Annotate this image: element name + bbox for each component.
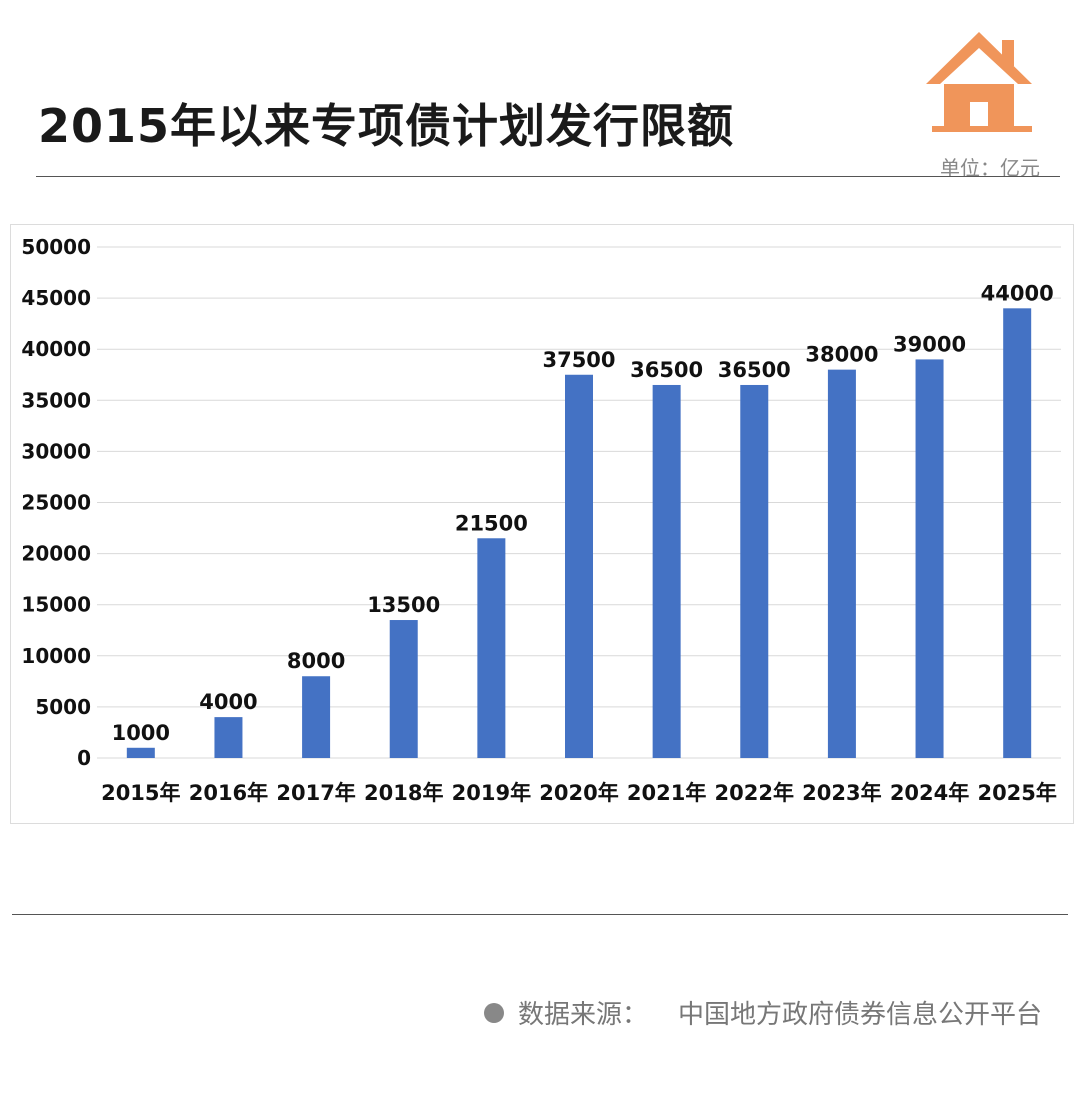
- data-label: 39000: [893, 332, 966, 356]
- bar: [126, 747, 155, 758]
- y-tick-label: 0: [77, 746, 91, 770]
- bar: [827, 369, 856, 758]
- data-label: 37500: [542, 348, 615, 372]
- data-label: 8000: [287, 649, 345, 673]
- y-tick-label: 20000: [21, 542, 91, 566]
- house-icon: [926, 32, 1032, 132]
- page-title: 2015年以来专项债计划发行限额: [38, 99, 735, 153]
- data-label: 44000: [981, 281, 1054, 305]
- data-label: 21500: [455, 511, 528, 535]
- x-tick-label: 2020年: [539, 781, 618, 805]
- data-label: 36500: [630, 358, 703, 382]
- bar-chart: 0 5000 10000 15000 20000 25000 30000 35000 40000…: [21, 235, 1061, 805]
- y-tick-label: 5000: [35, 695, 91, 719]
- footer-divider: [12, 914, 1068, 915]
- source-label: 数据来源：: [517, 1000, 648, 1030]
- bar: [389, 620, 418, 758]
- x-tick-label: 2021年: [627, 781, 706, 805]
- y-tick-label: 15000: [21, 593, 91, 617]
- bar: [652, 384, 681, 758]
- source-value: 中国地方政府债券信息公开平台: [677, 1000, 1042, 1030]
- bullet-dot-icon: [483, 1002, 504, 1023]
- bar: [915, 359, 944, 758]
- data-label: 38000: [805, 343, 878, 367]
- bar: [214, 717, 243, 758]
- y-tick-label: 45000: [21, 286, 91, 310]
- y-tick-label: 40000: [21, 337, 91, 361]
- x-tick-label: 2019年: [452, 781, 531, 805]
- x-tick-label: 2017年: [276, 781, 355, 805]
- x-tick-label: 2023年: [802, 781, 881, 805]
- x-tick-label: 2025年: [977, 781, 1056, 805]
- y-tick-label: 50000: [21, 235, 91, 259]
- chart-container: 0 5000 10000 15000 20000 25000 30000 35000 40000…: [10, 224, 1074, 824]
- bar: [477, 538, 506, 758]
- y-tick-label: 10000: [21, 644, 91, 668]
- bar: [302, 676, 331, 758]
- data-label: 1000: [112, 721, 170, 745]
- y-tick-label: 25000: [21, 491, 91, 515]
- x-tick-label: 2015年: [101, 781, 180, 805]
- bar: [565, 374, 593, 758]
- data-source: 数据来源： 中国地方政府债券信息公开平台: [483, 994, 1042, 1031]
- title-divider: [36, 176, 1060, 177]
- bar: [1003, 308, 1032, 758]
- x-tick-label: 2018年: [364, 781, 443, 805]
- data-label: 4000: [199, 690, 257, 714]
- data-label: 13500: [367, 593, 440, 617]
- y-tick-label: 30000: [21, 439, 91, 463]
- bar: [740, 384, 769, 758]
- x-tick-label: 2022年: [715, 781, 794, 805]
- x-tick-label: 2024年: [890, 781, 969, 805]
- y-tick-label: 35000: [21, 388, 91, 412]
- x-tick-label: 2016年: [189, 781, 268, 805]
- data-label: 36500: [718, 358, 791, 382]
